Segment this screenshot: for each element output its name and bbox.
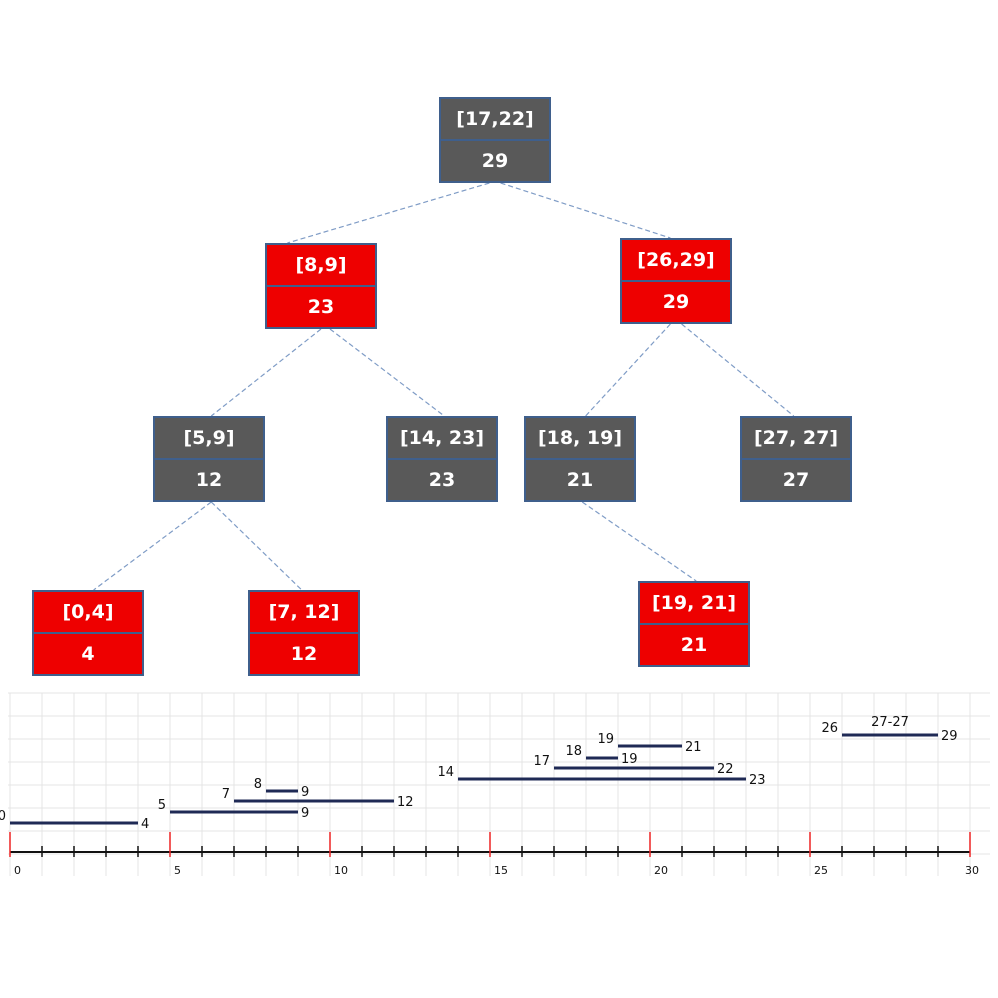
tree-edge: [329, 328, 445, 417]
node-19-21: [19, 21] 21: [638, 581, 750, 667]
node-interval: [8,9]: [295, 254, 347, 276]
number-line-axis: 0 5 10 15 20 25 30: [9, 832, 979, 877]
node-interval: [17,22]: [456, 108, 534, 130]
node-7-12: [7, 12] 12: [248, 590, 360, 676]
node-max: 27: [742, 458, 850, 500]
axis-tick-label: 15: [494, 864, 508, 877]
segment-end-label: 29: [941, 729, 958, 744]
segment-end-label: 9: [301, 785, 309, 800]
node-max: 29: [441, 139, 549, 181]
axis-tick-label: 10: [334, 864, 348, 877]
segment-start-label: 5: [158, 798, 166, 813]
node-18-19: [18, 19] 21: [524, 416, 636, 502]
tree-edge: [500, 182, 671, 239]
node-interval: [7, 12]: [268, 601, 340, 623]
node-max: 29: [622, 280, 730, 322]
tree-edges: [93, 182, 795, 591]
axis-tick-label: 25: [814, 864, 828, 877]
node-interval: [0,4]: [62, 601, 114, 623]
node-17-22: [17,22] 29: [439, 97, 551, 183]
segment-end-label: 4: [141, 817, 149, 832]
node-interval: [27, 27]: [753, 427, 839, 449]
tree-edge: [210, 328, 322, 417]
axis-tick-label: 0: [14, 864, 21, 877]
segment-start-label: 7: [222, 787, 230, 802]
node-interval: [5,9]: [183, 427, 235, 449]
axis-tick-label: 30: [965, 864, 979, 877]
node-interval: [14, 23]: [399, 427, 485, 449]
segment-start-label: 8: [254, 777, 262, 792]
tree-edge: [581, 501, 697, 582]
node-max: 12: [155, 458, 263, 500]
tree-edge: [210, 501, 303, 591]
axis-tick-label: 5: [174, 864, 181, 877]
node-max: 21: [526, 458, 634, 500]
segment-start-label: 26: [821, 721, 838, 736]
segment-start-label: 18: [565, 744, 582, 759]
node-0-4: [0,4] 4: [32, 590, 144, 676]
segment-start-label: 0: [0, 809, 6, 824]
segment-start-label: 17: [533, 754, 550, 769]
node-8-9: [8,9] 23: [265, 243, 377, 329]
segment-end-label: 19: [621, 752, 638, 767]
segment-start-label: 14: [437, 765, 454, 780]
segment-end-label: 9: [301, 806, 309, 821]
node-max: 23: [388, 458, 496, 500]
segment-end-label: 12: [397, 795, 414, 810]
node-5-9: [5,9] 12: [153, 416, 265, 502]
node-max: 23: [267, 285, 375, 327]
tree-edge: [93, 501, 212, 591]
interval-number-line: 0 5 10 15 20 25 30 045971289142317221819192126…: [0, 692, 990, 877]
node-interval: [19, 21]: [651, 592, 737, 614]
point-interval-label: 27-27: [871, 715, 909, 730]
segment-end-label: 21: [685, 740, 702, 755]
node-27-27: [27, 27] 27: [740, 416, 852, 502]
node-interval: [18, 19]: [537, 427, 623, 449]
node-14-23: [14, 23] 23: [386, 416, 498, 502]
node-max: 12: [250, 632, 358, 674]
node-max: 21: [640, 623, 748, 665]
tree-edge: [585, 323, 671, 417]
segment-start-label: 19: [597, 732, 614, 747]
segment-end-label: 23: [749, 773, 766, 788]
interval-segments: 0 45 9 7 12 8 9 14 23 17 22 18 19 19 21 26 29: [0, 721, 958, 832]
segment-end-label: 22: [717, 762, 734, 777]
tree-edge: [681, 323, 795, 417]
node-max: 4: [34, 632, 142, 674]
node-26-29: [26,29] 29: [620, 238, 732, 324]
node-interval: [26,29]: [637, 249, 715, 271]
tree-edge: [287, 182, 490, 244]
axis-tick-label: 20: [654, 864, 668, 877]
